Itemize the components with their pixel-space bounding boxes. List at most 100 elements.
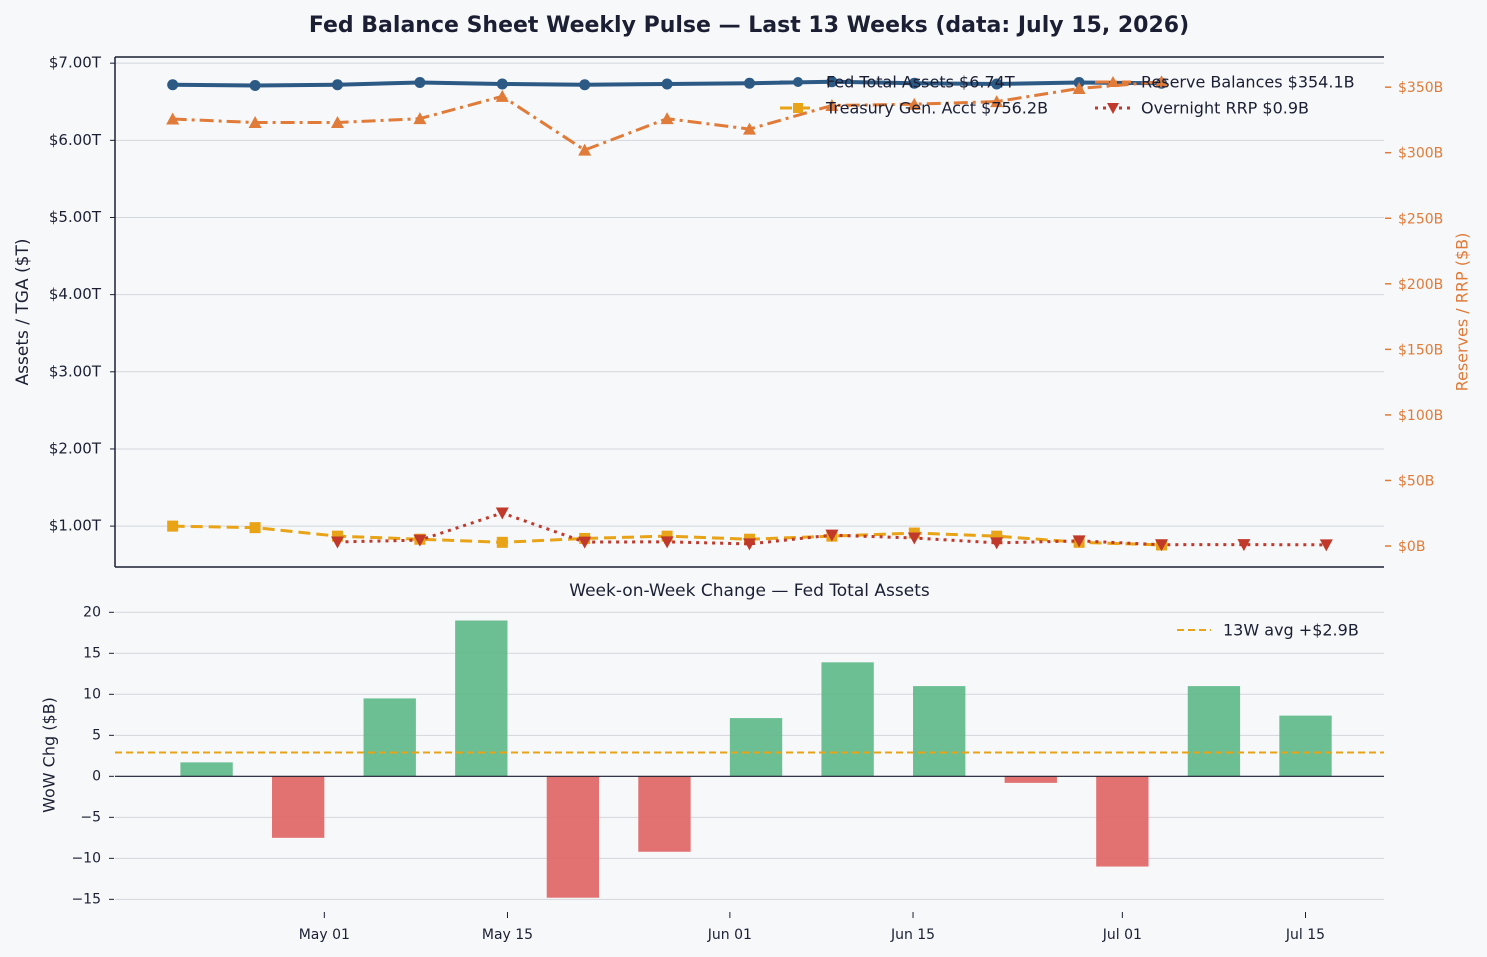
point xyxy=(826,76,838,88)
point xyxy=(496,536,508,548)
point xyxy=(743,538,756,551)
point xyxy=(825,99,839,112)
y-tick-label: $5.00T xyxy=(49,208,102,226)
point xyxy=(660,536,674,549)
bar xyxy=(1096,776,1149,867)
y2-tick-label: $300B xyxy=(1398,146,1443,162)
point xyxy=(578,143,592,156)
point xyxy=(414,76,426,88)
bar xyxy=(363,698,416,777)
point xyxy=(907,532,921,545)
y-tick-label: −15 xyxy=(71,891,101,907)
point xyxy=(660,112,674,125)
y-tick-label: $4.00T xyxy=(49,285,102,303)
y-tick-label: −10 xyxy=(71,850,101,866)
legend-label: Reserve Balances $354.1B xyxy=(1141,73,1355,92)
point xyxy=(661,530,673,542)
bar xyxy=(1004,776,1057,783)
bar xyxy=(455,620,508,777)
chart-title: Fed Balance Sheet Weekly Pulse — Last 13… xyxy=(309,13,1189,38)
legend-marker xyxy=(1107,103,1119,114)
y-tick-label: 15 xyxy=(83,645,101,661)
x-tick-label: Jun 15 xyxy=(890,927,935,943)
y2-tick-label: $350B xyxy=(1398,80,1443,96)
bar xyxy=(180,762,233,777)
point xyxy=(330,116,344,129)
point xyxy=(413,112,427,125)
y2-tick-label: $200B xyxy=(1398,277,1443,293)
legend-label: 13W avg +$2.9B xyxy=(1223,621,1359,640)
point xyxy=(743,122,756,135)
point xyxy=(1155,75,1169,88)
bar xyxy=(546,776,600,898)
point xyxy=(495,507,509,520)
x-tick-label: Jul 01 xyxy=(1102,927,1142,943)
legend-label: Fed Total Assets $6.74T xyxy=(826,73,1015,92)
point xyxy=(579,79,591,91)
x-tick-label: Jun 01 xyxy=(707,927,752,943)
y-tick-label: $1.00T xyxy=(49,517,102,535)
point xyxy=(1072,535,1086,548)
x-tick-label: Jul 15 xyxy=(1285,927,1325,943)
point xyxy=(991,78,1003,90)
y-axis-label: WoW Chg ($B) xyxy=(40,697,59,813)
y-tick-label: $7.00T xyxy=(49,54,102,72)
point xyxy=(167,520,179,532)
y2-tick-label: $0B xyxy=(1398,539,1425,555)
point xyxy=(249,80,261,92)
y-tick-label: 5 xyxy=(92,727,101,743)
point xyxy=(825,529,839,542)
point xyxy=(1237,539,1251,552)
point xyxy=(413,534,427,547)
y2-tick-label: $100B xyxy=(1398,408,1443,424)
legend-marker xyxy=(793,77,803,87)
y-tick-label: 10 xyxy=(83,686,101,702)
legend-label: Treasury Gen. Acct $756.2B xyxy=(825,99,1048,118)
y2-tick-label: $250B xyxy=(1398,211,1443,227)
point xyxy=(249,522,261,534)
bar xyxy=(271,776,325,838)
bar xyxy=(821,662,874,777)
point xyxy=(1072,81,1086,94)
legend-label: Overnight RRP $0.9B xyxy=(1141,99,1309,118)
point xyxy=(167,79,179,91)
bar xyxy=(913,686,966,777)
subplot-title: Week-on-Week Change — Fed Total Assets xyxy=(569,581,930,601)
point xyxy=(495,89,509,102)
bar xyxy=(1279,715,1332,777)
y2-axis-label: Reserves / RRP ($B) xyxy=(1453,233,1472,392)
y-tick-label: 0 xyxy=(92,768,101,784)
y2-tick-label: $50B xyxy=(1398,473,1434,489)
y-tick-label: $2.00T xyxy=(49,439,102,457)
y2-tick-label: $150B xyxy=(1398,342,1443,358)
point xyxy=(990,95,1004,108)
point xyxy=(744,77,755,89)
x-tick-label: May 01 xyxy=(299,927,350,943)
legend-marker xyxy=(1107,76,1119,87)
point xyxy=(661,78,673,90)
y-axis-label: Assets / TGA ($T) xyxy=(13,239,33,386)
point xyxy=(907,97,921,110)
bar xyxy=(1187,686,1241,777)
point xyxy=(1319,539,1333,552)
point xyxy=(166,112,180,125)
y-tick-label: $3.00T xyxy=(49,362,102,380)
y-tick-label: $6.00T xyxy=(49,131,102,149)
point xyxy=(331,79,343,91)
point xyxy=(1155,539,1169,552)
point xyxy=(331,530,343,542)
y-tick-label: 20 xyxy=(83,604,101,620)
point xyxy=(908,77,920,89)
bar xyxy=(729,718,783,777)
bar xyxy=(638,776,691,852)
point xyxy=(990,537,1004,550)
point xyxy=(496,78,508,90)
y-tick-label: −5 xyxy=(80,809,101,825)
x-tick-label: May 15 xyxy=(482,927,533,943)
point xyxy=(248,116,262,129)
point xyxy=(578,536,592,549)
legend-marker xyxy=(793,103,803,113)
point xyxy=(330,536,344,549)
